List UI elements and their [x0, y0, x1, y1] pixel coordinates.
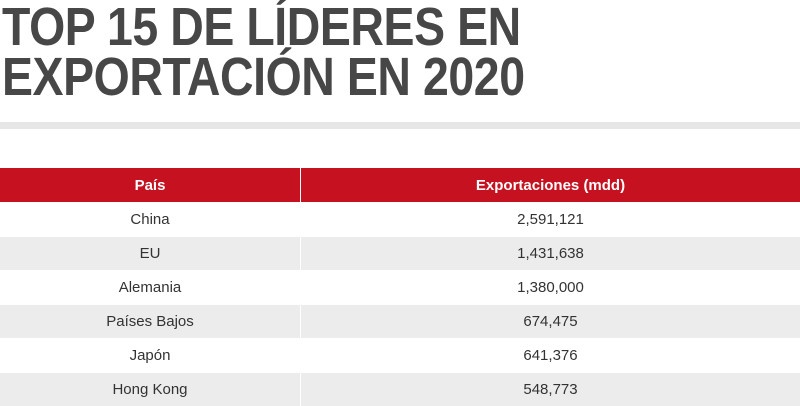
exports-cell: 2,591,121 — [301, 203, 800, 237]
country-cell: Hong Kong — [0, 373, 301, 406]
country-cell: Países Bajos — [0, 305, 301, 339]
exports-cell: 1,380,000 — [301, 271, 800, 305]
exports-cell: 548,773 — [301, 373, 800, 406]
country-cell: China — [0, 203, 301, 237]
exports-cell: 674,475 — [301, 305, 800, 339]
country-cell: Alemania — [0, 271, 301, 305]
exports-cell: 1,431,638 — [301, 237, 800, 271]
country-cell: EU — [0, 237, 301, 271]
title-line-2: EXPORTACIÓN EN 2020 — [2, 47, 525, 107]
exports-cell: 641,376 — [301, 339, 800, 373]
divider — [0, 122, 800, 129]
country-cell: Japón — [0, 339, 301, 373]
header-country: País — [0, 168, 301, 203]
header-exports: Exportaciones (mdd) — [301, 168, 800, 203]
table-header-row: País Exportaciones (mdd) — [0, 168, 800, 203]
